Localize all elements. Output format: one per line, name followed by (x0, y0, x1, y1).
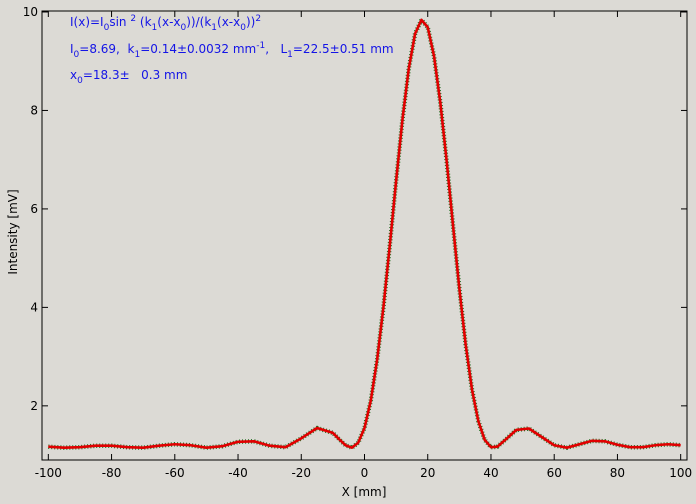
annotation-part: (k (136, 15, 151, 29)
annotation-part: =8.69, k (79, 42, 134, 56)
annotation-part: x (70, 68, 77, 82)
data-trace (48, 17, 681, 450)
annotation-part: 2 (255, 14, 261, 24)
annotation-part: 0 (181, 23, 187, 33)
annotation: x0=18.3± 0.3 mm (70, 68, 187, 86)
annotation-part: sin (109, 15, 130, 29)
annotation-part: 0 (77, 76, 83, 86)
y-tick-label: 4 (30, 300, 38, 314)
annotation-part: (x-x (217, 15, 240, 29)
annotation-part: I(x)=I (70, 15, 104, 29)
annotation: I(x)=I0sin 2 (k1(x-x0))/(k1(x-x0))2 (70, 14, 261, 33)
annotation-part: 2 (130, 14, 136, 24)
annotation-part: =22.5±0.51 mm (293, 42, 394, 56)
annotation-part: 1 (211, 23, 217, 33)
annotation-part: =18.3± 0.3 mm (83, 68, 188, 82)
annotation-part: )) (246, 15, 255, 29)
y-tick-label: 6 (30, 202, 38, 216)
fit-line (48, 18, 681, 449)
annotation: I0=8.69, k1=0.14±0.0032 mm-1, L1=22.5±0.… (70, 41, 394, 60)
x-tick-label: 20 (420, 466, 435, 480)
annotation-part: I (70, 42, 74, 56)
annotation-part: 0 (74, 50, 80, 60)
annotation-part: 1 (152, 23, 158, 33)
x-tick-label: -80 (102, 466, 122, 480)
y-tick-label: 8 (30, 103, 38, 117)
x-tick-label: 80 (610, 466, 625, 480)
x-tick-label: 40 (483, 466, 498, 480)
annotation-part: ))/(k (186, 15, 211, 29)
annotation-part: -1 (256, 41, 265, 51)
annotation-part: 0 (240, 23, 246, 33)
x-tick-label: -40 (228, 466, 248, 480)
y-tick-label: 2 (30, 399, 38, 413)
x-tick-label: 0 (361, 466, 369, 480)
x-tick-label: -60 (165, 466, 185, 480)
annotation-part: , L (265, 42, 287, 56)
x-tick-label: -20 (291, 466, 311, 480)
annotation-part: 0 (104, 23, 110, 33)
x-axis-label: X [mm] (342, 485, 387, 499)
x-tick-label: -100 (35, 466, 62, 480)
x-tick-label: 100 (669, 466, 692, 480)
annotation-part: 1 (287, 50, 293, 60)
annotation-part: (x-x (157, 15, 180, 29)
annotation-part: =0.14±0.0032 mm (140, 42, 256, 56)
y-tick-label: 10 (23, 5, 38, 19)
y-axis-label: Intensity [mV] (6, 189, 20, 274)
x-tick-label: 60 (547, 466, 562, 480)
annotation-part: 1 (134, 50, 140, 60)
